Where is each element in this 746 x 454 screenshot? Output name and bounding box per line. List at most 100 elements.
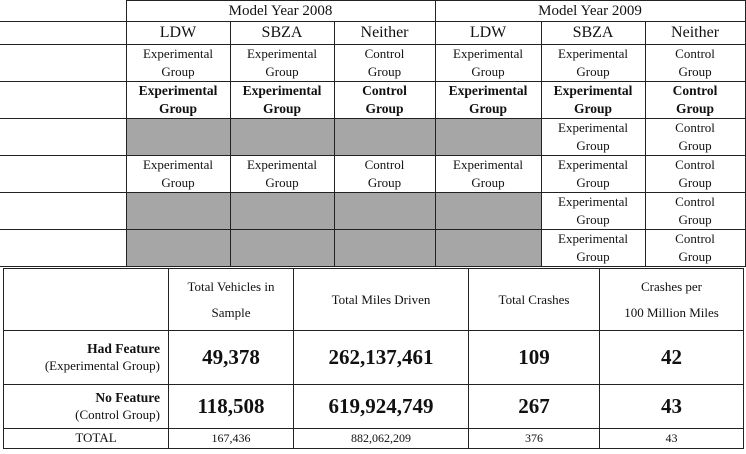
not-applicable-cell xyxy=(125,229,231,267)
cell-text-line: Experimental xyxy=(553,83,633,98)
row-label-cell xyxy=(0,229,127,267)
cell-text-line: Experimental xyxy=(558,120,629,135)
cell-text-line: Group xyxy=(262,101,301,116)
value-cell: 109 xyxy=(468,330,600,385)
not-applicable-cell xyxy=(229,229,335,267)
cell-text-line: Group xyxy=(676,101,715,116)
cell-text-line: Group xyxy=(367,175,402,190)
total-value-cell: 43 xyxy=(599,427,744,450)
feature-header-sbza: SBZA xyxy=(229,21,335,45)
cell-text-line: Experimental xyxy=(242,83,322,98)
value-cell: 267 xyxy=(468,383,600,429)
not-applicable-cell xyxy=(434,229,542,267)
value-cell: 118,508 xyxy=(168,383,294,429)
cell-text-line: Group xyxy=(365,101,404,116)
experimental-group-cell: Experimental Group xyxy=(125,44,231,82)
feature-header-neither: Neither xyxy=(333,21,436,45)
experimental-group-cell: Experimental Group xyxy=(229,155,335,193)
experimental-group-cell: Experimental Group xyxy=(125,155,231,193)
had-feature-row: Had Feature (Experimental Group) 49,378 … xyxy=(3,330,744,385)
cell-text-line: Group xyxy=(367,64,402,79)
cell-text-line: Control xyxy=(675,120,715,135)
cell-text-line: Experimental xyxy=(558,194,629,209)
assignment-row: Experimental Group Experimental Group Contro… xyxy=(0,81,746,119)
cell-text-line: Control xyxy=(675,194,715,209)
row-label-cell xyxy=(0,44,127,82)
cell-text-line: Experimental xyxy=(558,231,629,246)
total-row: TOTAL 167,436 882,062,209 376 43 xyxy=(3,427,744,450)
experimental-group-cell: Experimental Group xyxy=(434,155,542,193)
value-cell: 42 xyxy=(599,330,744,385)
feature-header-row: LDW SBZA Neither LDW SBZA Neither xyxy=(0,21,746,45)
cell-text-line: Group xyxy=(576,249,610,264)
control-group-cell: Control Group xyxy=(644,44,746,82)
cell-text-line: Experimental xyxy=(246,46,318,61)
cell-text-line: Group xyxy=(471,64,505,79)
value-cell: 619,924,749 xyxy=(293,383,469,429)
control-group-cell: Control Group xyxy=(644,81,746,119)
feature-header-sbza: SBZA xyxy=(540,21,646,45)
col-header-total-vehicles: Total Vehicles in Sample xyxy=(168,267,294,332)
col-header-total-crashes: Total Crashes xyxy=(468,267,600,332)
cell-text-line: Group xyxy=(576,175,610,190)
cell-text-line: Control xyxy=(672,83,718,98)
cell-text-line: Group xyxy=(678,249,712,264)
not-applicable-cell xyxy=(229,192,335,230)
row-label-main: No Feature xyxy=(95,390,160,406)
cell-text-line: Control xyxy=(675,46,715,61)
not-applicable-cell xyxy=(125,192,231,230)
assignment-row: Experimental Group Control Group xyxy=(0,192,746,230)
experimental-group-cell: Experimental Group xyxy=(229,81,335,119)
results-header-row: Total Vehicles in Sample Total Miles Dri… xyxy=(3,267,744,332)
corner-cell xyxy=(0,0,127,22)
cell-text-line: Experimental xyxy=(246,157,318,172)
control-group-cell: Control Group xyxy=(644,192,746,230)
experimental-group-cell: Experimental Group xyxy=(540,81,646,119)
experimental-group-cell: Experimental Group xyxy=(540,44,646,82)
control-group-cell: Control Group xyxy=(333,155,436,193)
cell-text-line: Experimental xyxy=(142,157,214,172)
col-header-line: 100 Million Miles xyxy=(624,304,719,320)
control-group-cell: Control Group xyxy=(644,229,746,267)
group-assignment-table: Model Year 2008 Model Year 2009 LDW SBZA N… xyxy=(0,0,746,267)
cell-text-line: Group xyxy=(576,212,610,227)
experimental-group-cell: Experimental Group xyxy=(434,44,542,82)
row-label-cell xyxy=(0,118,127,156)
col-header-line: Crashes per xyxy=(640,278,702,294)
cell-text-line: Experimental xyxy=(448,83,528,98)
total-label: TOTAL xyxy=(3,427,169,450)
value-cell: 49,378 xyxy=(168,330,294,385)
not-applicable-cell xyxy=(434,192,542,230)
cell-text-line: Group xyxy=(469,101,508,116)
cell-text-line: Group xyxy=(574,101,613,116)
experimental-group-cell: Experimental Group xyxy=(540,155,646,193)
row-label-sub: (Experimental Group) xyxy=(44,358,160,374)
feature-header-neither: Neither xyxy=(644,21,746,45)
crash-results-table: Total Vehicles in Sample Total Miles Dri… xyxy=(3,267,744,450)
col-header-total-miles: Total Miles Driven xyxy=(293,267,469,332)
assignment-row: Experimental Group Control Group xyxy=(0,229,746,267)
results-corner-cell xyxy=(3,267,169,332)
cell-text-line: Group xyxy=(161,175,195,190)
row-label-had-feature: Had Feature (Experimental Group) xyxy=(3,330,169,385)
total-value-cell: 167,436 xyxy=(168,427,294,450)
total-value-cell: 376 xyxy=(468,427,600,450)
model-year-2009-header: Model Year 2009 xyxy=(434,0,746,22)
cell-text-line: Experimental xyxy=(138,83,218,98)
cell-text-line: Group xyxy=(265,175,299,190)
not-applicable-cell xyxy=(229,118,335,156)
row-label-cell xyxy=(0,155,127,193)
control-group-cell: Control Group xyxy=(333,44,436,82)
cell-text-line: Group xyxy=(678,138,712,153)
total-value-cell: 882,062,209 xyxy=(293,427,469,450)
cell-text-line: Group xyxy=(471,175,505,190)
assignment-row: Experimental Group Control Group xyxy=(0,118,746,156)
experimental-group-cell: Experimental Group xyxy=(540,118,646,156)
row-label-cell xyxy=(0,192,127,230)
cell-text-line: Group xyxy=(678,175,712,190)
row-label-cell xyxy=(0,81,127,119)
not-applicable-cell xyxy=(333,118,436,156)
experimental-group-cell: Experimental Group xyxy=(434,81,542,119)
row-label-no-feature: No Feature (Control Group) xyxy=(3,383,169,429)
